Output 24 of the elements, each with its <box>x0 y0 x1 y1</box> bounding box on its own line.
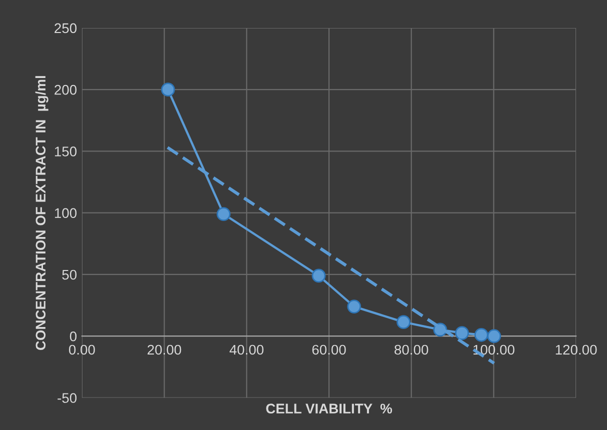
x-tick-label: 80.00 <box>394 344 428 355</box>
y-tick-label: 200 <box>54 84 77 95</box>
x-tick-label: 100.00 <box>474 344 514 355</box>
y-tick-label: 250 <box>54 23 77 34</box>
y-axis-title: CONCENTRATION OF EXTRACT IN µg/ml <box>35 76 48 350</box>
point <box>396 315 410 330</box>
y-tick-label: -50 <box>58 393 77 403</box>
x-tick-label: 40.00 <box>230 344 264 355</box>
point <box>487 329 502 344</box>
y-tick-label: 0 <box>70 331 77 342</box>
point <box>474 328 488 342</box>
x-tick-label: 0.00 <box>68 344 95 355</box>
point <box>347 300 362 314</box>
x-tick-label: 20.00 <box>148 344 182 355</box>
y-tick-label: 100 <box>54 208 77 218</box>
y-tick-label: 50 <box>62 270 77 280</box>
x-tick-label: 120.00 <box>556 344 597 355</box>
point <box>161 82 175 97</box>
point <box>216 207 231 222</box>
x-axis-title: CELL VIABILITY % <box>266 404 392 414</box>
x-tick-label: 60.00 <box>312 344 346 355</box>
point <box>312 268 326 283</box>
point <box>455 326 469 340</box>
y-tick-label: 150 <box>54 146 77 156</box>
